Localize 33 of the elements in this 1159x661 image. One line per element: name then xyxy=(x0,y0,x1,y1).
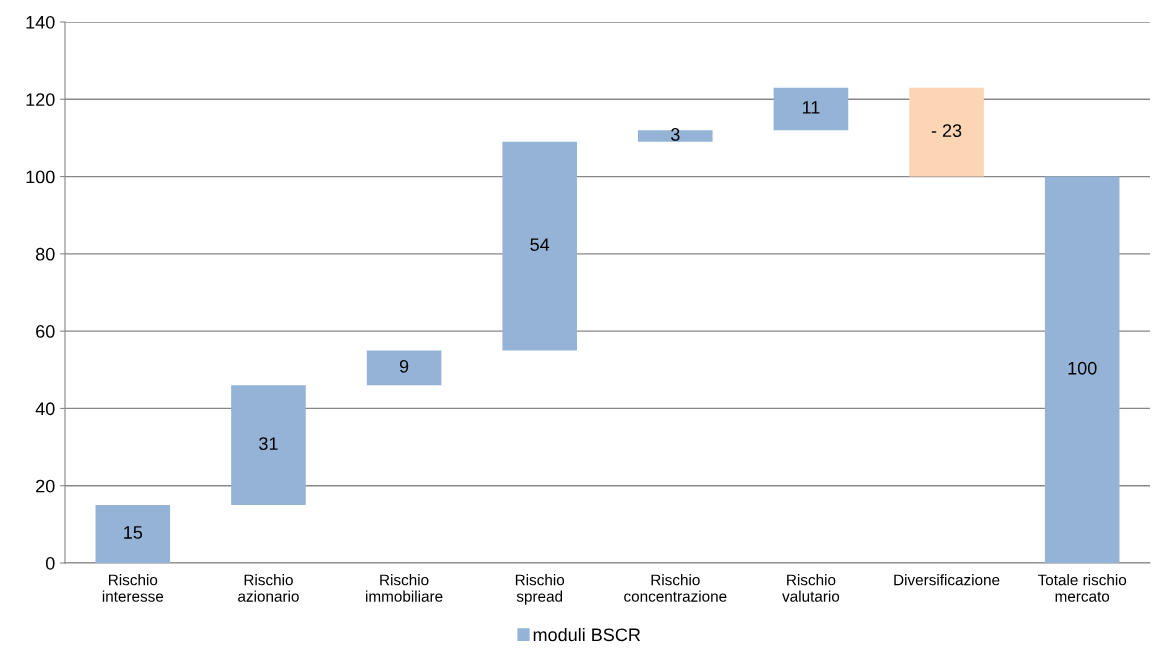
y-tick-label: 60 xyxy=(36,325,55,338)
x-tick-label: Rischio immobiliare xyxy=(366,574,443,602)
y-tick-label: 80 xyxy=(35,247,55,261)
bar xyxy=(638,130,713,142)
bar xyxy=(909,87,984,177)
data-label: 11 xyxy=(802,101,820,114)
y-tick-label: 120 xyxy=(26,93,55,107)
y-tick-label: 100 xyxy=(26,170,55,184)
y-tick-label: 40 xyxy=(35,402,55,416)
bar xyxy=(95,505,171,563)
data-label: 15 xyxy=(124,526,143,539)
y-tick-label: 0 xyxy=(45,556,55,570)
data-label: - 23 xyxy=(931,124,962,137)
bar xyxy=(502,141,577,351)
data-label: 54 xyxy=(530,238,550,251)
x-tick-label: Diversificazione xyxy=(894,574,1000,586)
bar xyxy=(1044,176,1120,563)
bar xyxy=(231,385,306,506)
data-label: 3 xyxy=(670,128,680,141)
data-label: 100 xyxy=(1068,361,1097,375)
x-tick-label: Rischio interesse xyxy=(102,574,164,602)
y-tick-label: 20 xyxy=(36,479,55,493)
bar xyxy=(773,87,849,131)
x-tick-label: Rischio valutario xyxy=(782,574,840,602)
x-tick-label: Totale rischio mercato xyxy=(1037,574,1127,602)
data-label: 9 xyxy=(399,359,409,373)
y-tick-label: 140 xyxy=(26,15,55,29)
bar xyxy=(366,350,442,386)
x-tick-label: Rischio azionario xyxy=(238,574,299,602)
x-tick-label: Rischio spread xyxy=(515,574,565,605)
x-tick-label: Rischio concentrazione xyxy=(624,574,727,602)
data-label: 31 xyxy=(259,437,278,450)
legend-label: moduli BSCR xyxy=(533,627,641,642)
